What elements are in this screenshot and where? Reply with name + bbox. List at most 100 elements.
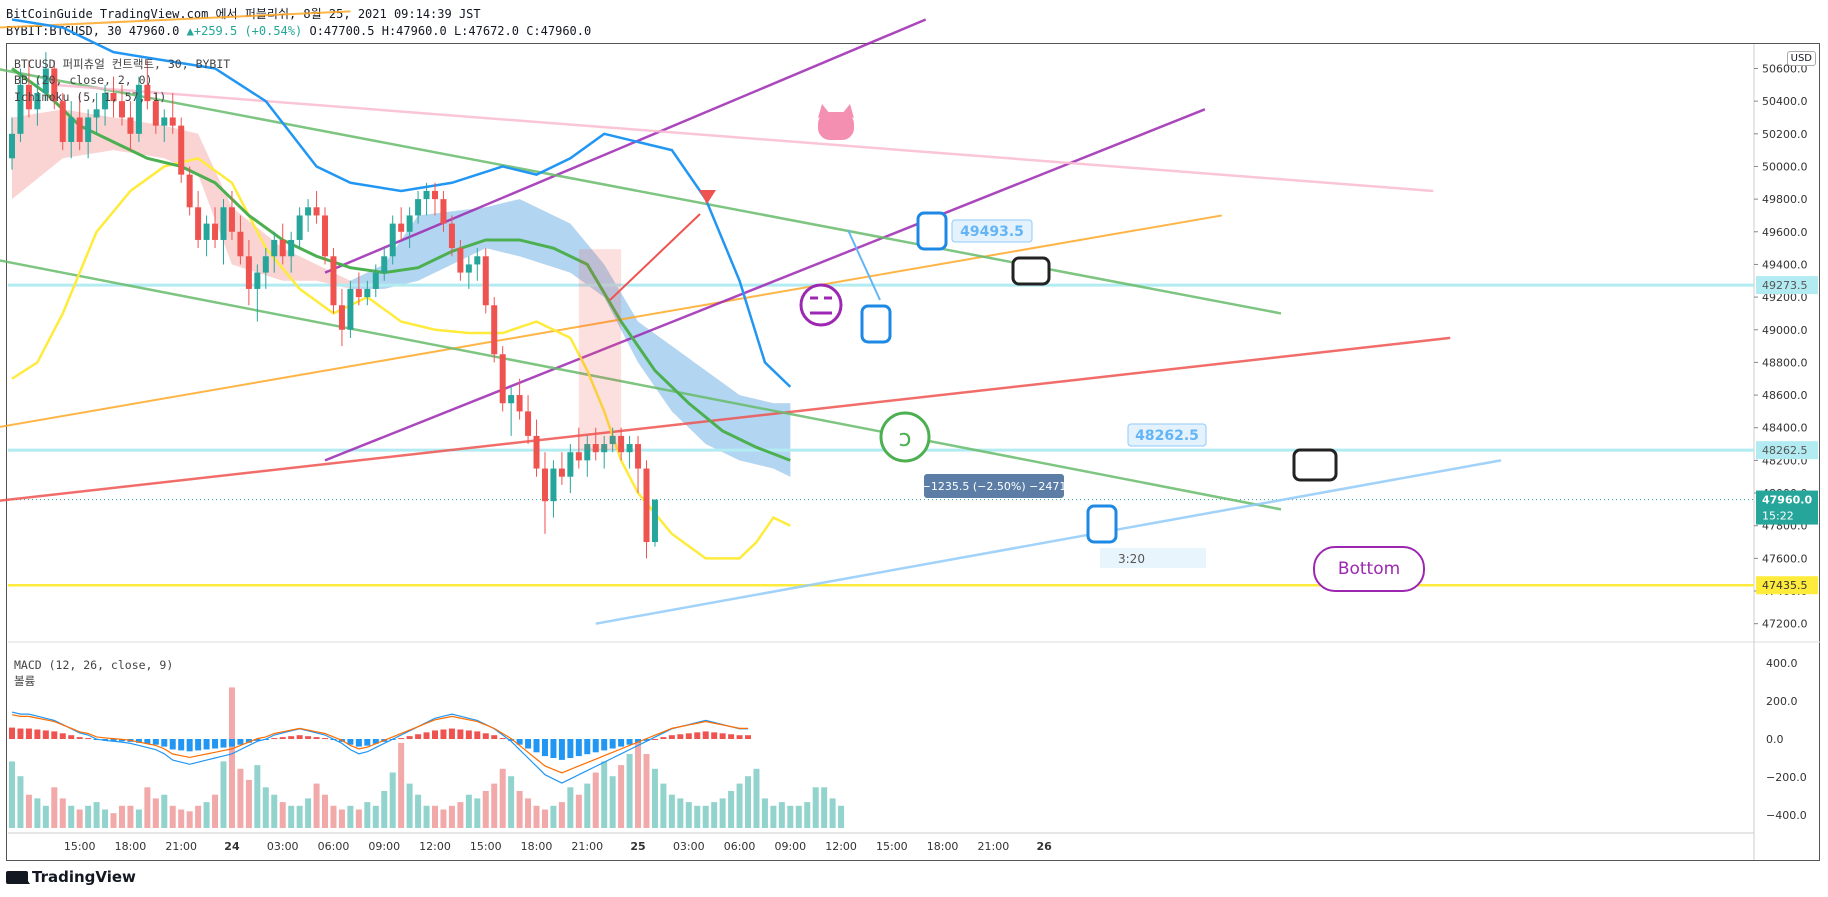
trend-line-purple-upper: [324, 18, 927, 274]
cat-ear-icon: [818, 104, 830, 118]
candle-body: [508, 395, 515, 404]
x-tick-label: 15:00: [470, 840, 502, 853]
macd-histogram-bar: [398, 738, 405, 740]
x-tick-label: 06:00: [318, 840, 350, 853]
candle-body: [584, 444, 591, 461]
y-tick-label: 49600.0: [1762, 226, 1808, 239]
volume-bar: [203, 802, 210, 828]
current-price-tag-bg: [1756, 490, 1818, 525]
macd-histogram-bar: [499, 738, 506, 740]
volume-bar: [541, 809, 548, 828]
y-tick-label: 47200.0: [1762, 618, 1808, 631]
candle-body: [474, 256, 481, 265]
macd-histogram-bar: [432, 730, 438, 739]
volume-bar: [279, 802, 286, 828]
tradingview-logo[interactable]: TradingView: [6, 868, 136, 886]
volume-bar: [448, 805, 455, 828]
price-label-box-top: [951, 219, 1033, 243]
macd-histogram-bar: [186, 739, 193, 752]
x-tick-label: 18:00: [521, 840, 553, 853]
x-tick-label: 03:00: [267, 840, 299, 853]
volume-bar: [262, 787, 269, 828]
macd-histogram-bar: [355, 739, 362, 747]
signal-line: [11, 714, 749, 774]
neutral-face-icon: [799, 283, 843, 327]
tradingview-logo-icon: [6, 870, 30, 884]
candle-body: [152, 101, 159, 126]
volume-bar: [68, 805, 75, 828]
candle-body: [601, 444, 608, 453]
macd-histogram-bar: [322, 738, 329, 740]
currency-button[interactable]: USD: [1786, 51, 1816, 66]
candle-body: [389, 223, 396, 257]
macd-histogram-bar: [474, 731, 481, 739]
candle-body: [169, 117, 176, 126]
volume-bar: [42, 805, 49, 828]
legend-ichimoku[interactable]: Ichimoku (5, 1, 57, 1): [14, 90, 167, 104]
x-tick-label: 12:00: [419, 840, 451, 853]
candle-body: [17, 84, 24, 134]
macd-histogram-bar: [533, 739, 540, 753]
legend-volume[interactable]: 볼륨: [14, 674, 36, 688]
macd-histogram-bar: [161, 739, 168, 747]
macd-histogram-bar: [491, 735, 498, 739]
x-tick-label: 18:00: [115, 840, 147, 853]
volume-bar: [745, 776, 752, 828]
candle-body: [575, 452, 582, 461]
macd-histogram-bar: [76, 737, 83, 739]
legend-macd[interactable]: MACD (12, 26, close, 9): [14, 658, 174, 672]
y-tick-label: 49200.0: [1762, 291, 1808, 304]
candle-body: [51, 68, 58, 102]
macd-histogram-bar: [110, 739, 117, 741]
macd-histogram-bar: [711, 732, 718, 739]
publish-info: BitCoinGuide TradingView.com 에서 퍼블리쉬, 8월…: [6, 7, 481, 21]
volume-bar: [381, 791, 388, 828]
volume-bar: [338, 809, 345, 828]
candle-body: [161, 117, 168, 126]
macd-histogram-bar: [17, 728, 24, 739]
macd-histogram-bar: [68, 735, 75, 739]
macd-histogram-bar: [423, 732, 430, 739]
candle-body: [313, 207, 320, 216]
macd-tick-label: −200.0: [1766, 771, 1807, 784]
hand-pointer-icon: [1011, 256, 1051, 286]
macd-histogram-bar: [601, 739, 608, 751]
down-arrow-icon: [699, 190, 716, 204]
macd-histogram-bar: [635, 739, 642, 743]
macd-histogram-bar: [516, 739, 523, 745]
chart-frame[interactable]: [6, 43, 1820, 861]
volume-bar: [491, 783, 498, 828]
volume-bar: [753, 768, 760, 828]
symbol-label[interactable]: BYBIT:BTCUSD, 30: [6, 24, 122, 38]
candle-body: [491, 305, 498, 355]
candle-body: [635, 444, 642, 469]
blue-arrow-line: [847, 229, 881, 301]
volume-bar: [118, 805, 125, 828]
y-tick-label: 48800.0: [1762, 356, 1808, 369]
macd-histogram-bar: [271, 738, 278, 740]
macd-histogram-bar: [279, 737, 286, 739]
volume-bar: [228, 687, 235, 828]
bottom-callout[interactable]: Bottom: [1313, 546, 1425, 592]
volume-bar: [778, 802, 785, 828]
price-tag-level2: 48262.5: [1762, 444, 1808, 457]
macd-histogram-bar: [651, 739, 658, 740]
macd-histogram-bar: [254, 739, 261, 741]
macd-histogram-bar: [144, 739, 151, 744]
volume-bar: [736, 783, 743, 828]
volume-bar: [508, 776, 515, 828]
candle-body: [102, 92, 109, 110]
volume-bar: [305, 798, 312, 828]
red-arrow-line: [609, 213, 701, 301]
legend-bb[interactable]: BB (20, close, 2, 0): [14, 73, 153, 87]
candle-body: [220, 207, 227, 240]
macd-histogram-bar: [178, 739, 185, 751]
volume-bar: [829, 798, 836, 828]
volume-bar: [787, 805, 794, 828]
volume-bar: [169, 805, 176, 828]
macd-histogram-bar: [347, 739, 354, 745]
macd-histogram-bar: [702, 731, 709, 739]
macd-histogram-bar: [102, 739, 109, 741]
macd-histogram-bar: [440, 729, 447, 739]
